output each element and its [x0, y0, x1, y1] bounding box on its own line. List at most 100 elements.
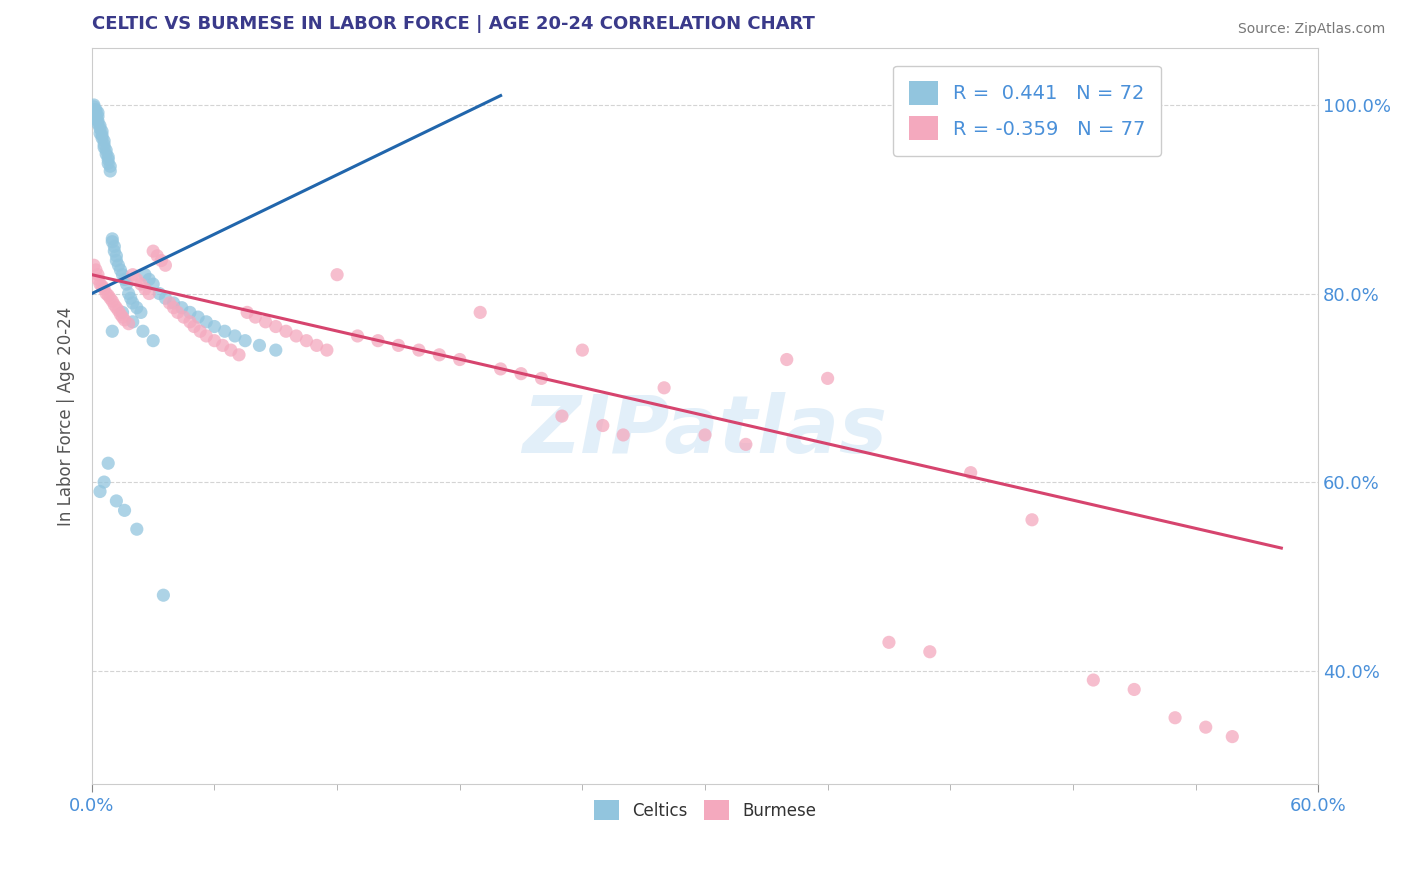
Point [98, 164, 121, 178]
Point [97, 456, 120, 470]
Point [1195, 720, 1218, 734]
Point [101, 294, 124, 309]
Point [179, 305, 201, 319]
Point [129, 277, 152, 292]
Point [89, 126, 111, 140]
Point [96, 143, 118, 157]
Point [134, 282, 156, 296]
Point [132, 324, 155, 338]
Point [148, 286, 170, 301]
Point [84, 107, 107, 121]
Point [195, 329, 218, 343]
Point [105, 301, 128, 315]
Point [83, 103, 105, 117]
Point [91, 279, 114, 293]
Point [249, 338, 271, 352]
Point [776, 352, 799, 367]
Point [166, 305, 188, 319]
Point [734, 437, 756, 451]
Point [142, 277, 165, 292]
Point [214, 324, 236, 338]
Point [83, 100, 105, 114]
Point [98, 291, 121, 305]
Point [87, 272, 110, 286]
Point [89, 121, 111, 136]
Point [114, 313, 136, 327]
Point [87, 117, 110, 131]
Point [530, 371, 553, 385]
Point [93, 134, 115, 148]
Point [121, 268, 143, 282]
Point [224, 329, 246, 343]
Point [918, 645, 941, 659]
Point [93, 140, 115, 154]
Text: Source: ZipAtlas.com: Source: ZipAtlas.com [1237, 22, 1385, 37]
Point [571, 343, 593, 357]
Point [84, 104, 107, 119]
Point [121, 315, 143, 329]
Point [187, 310, 209, 325]
Point [105, 494, 128, 508]
Point [173, 310, 195, 325]
Point [326, 268, 349, 282]
Point [84, 110, 107, 124]
Point [97, 288, 120, 302]
Point [170, 301, 193, 315]
Point [146, 249, 169, 263]
Point [219, 343, 242, 357]
Y-axis label: In Labor Force | Age 20-24: In Labor Force | Age 20-24 [58, 307, 75, 525]
Point [612, 428, 634, 442]
Point [89, 119, 111, 133]
Point [105, 253, 128, 268]
Point [117, 317, 139, 331]
Point [245, 310, 267, 325]
Point [103, 244, 125, 259]
Point [159, 296, 181, 310]
Point [295, 334, 318, 348]
Point [84, 103, 107, 117]
Point [138, 272, 160, 286]
Point [111, 268, 134, 282]
Point [107, 303, 129, 318]
Point [105, 249, 128, 263]
Point [155, 291, 177, 305]
Point [233, 334, 256, 348]
Point [592, 418, 614, 433]
Point [101, 235, 124, 249]
Point [103, 298, 125, 312]
Point [83, 258, 105, 272]
Point [134, 268, 156, 282]
Point [87, 268, 110, 282]
Point [346, 329, 368, 343]
Point [1123, 682, 1146, 697]
Point [489, 362, 512, 376]
Point [1164, 711, 1187, 725]
Point [117, 286, 139, 301]
Point [142, 244, 165, 259]
Point [427, 348, 450, 362]
Point [84, 263, 107, 277]
Point [387, 338, 409, 352]
Point [97, 156, 120, 170]
Point [693, 428, 716, 442]
Point [367, 334, 389, 348]
Text: CELTIC VS BURMESE IN LABOR FORCE | AGE 20-24 CORRELATION CHART: CELTIC VS BURMESE IN LABOR FORCE | AGE 2… [91, 15, 814, 33]
Point [93, 282, 115, 296]
Point [449, 352, 471, 367]
Point [103, 239, 125, 253]
Point [114, 272, 136, 286]
Point [204, 334, 226, 348]
Point [183, 319, 205, 334]
Point [101, 232, 124, 246]
Point [1021, 513, 1043, 527]
Point [142, 334, 165, 348]
Point [150, 253, 173, 268]
Point [264, 319, 287, 334]
Point [285, 329, 308, 343]
Point [817, 371, 839, 385]
Point [114, 503, 136, 517]
Point [101, 324, 124, 338]
Point [264, 343, 287, 357]
Point [551, 409, 574, 423]
Point [204, 319, 226, 334]
